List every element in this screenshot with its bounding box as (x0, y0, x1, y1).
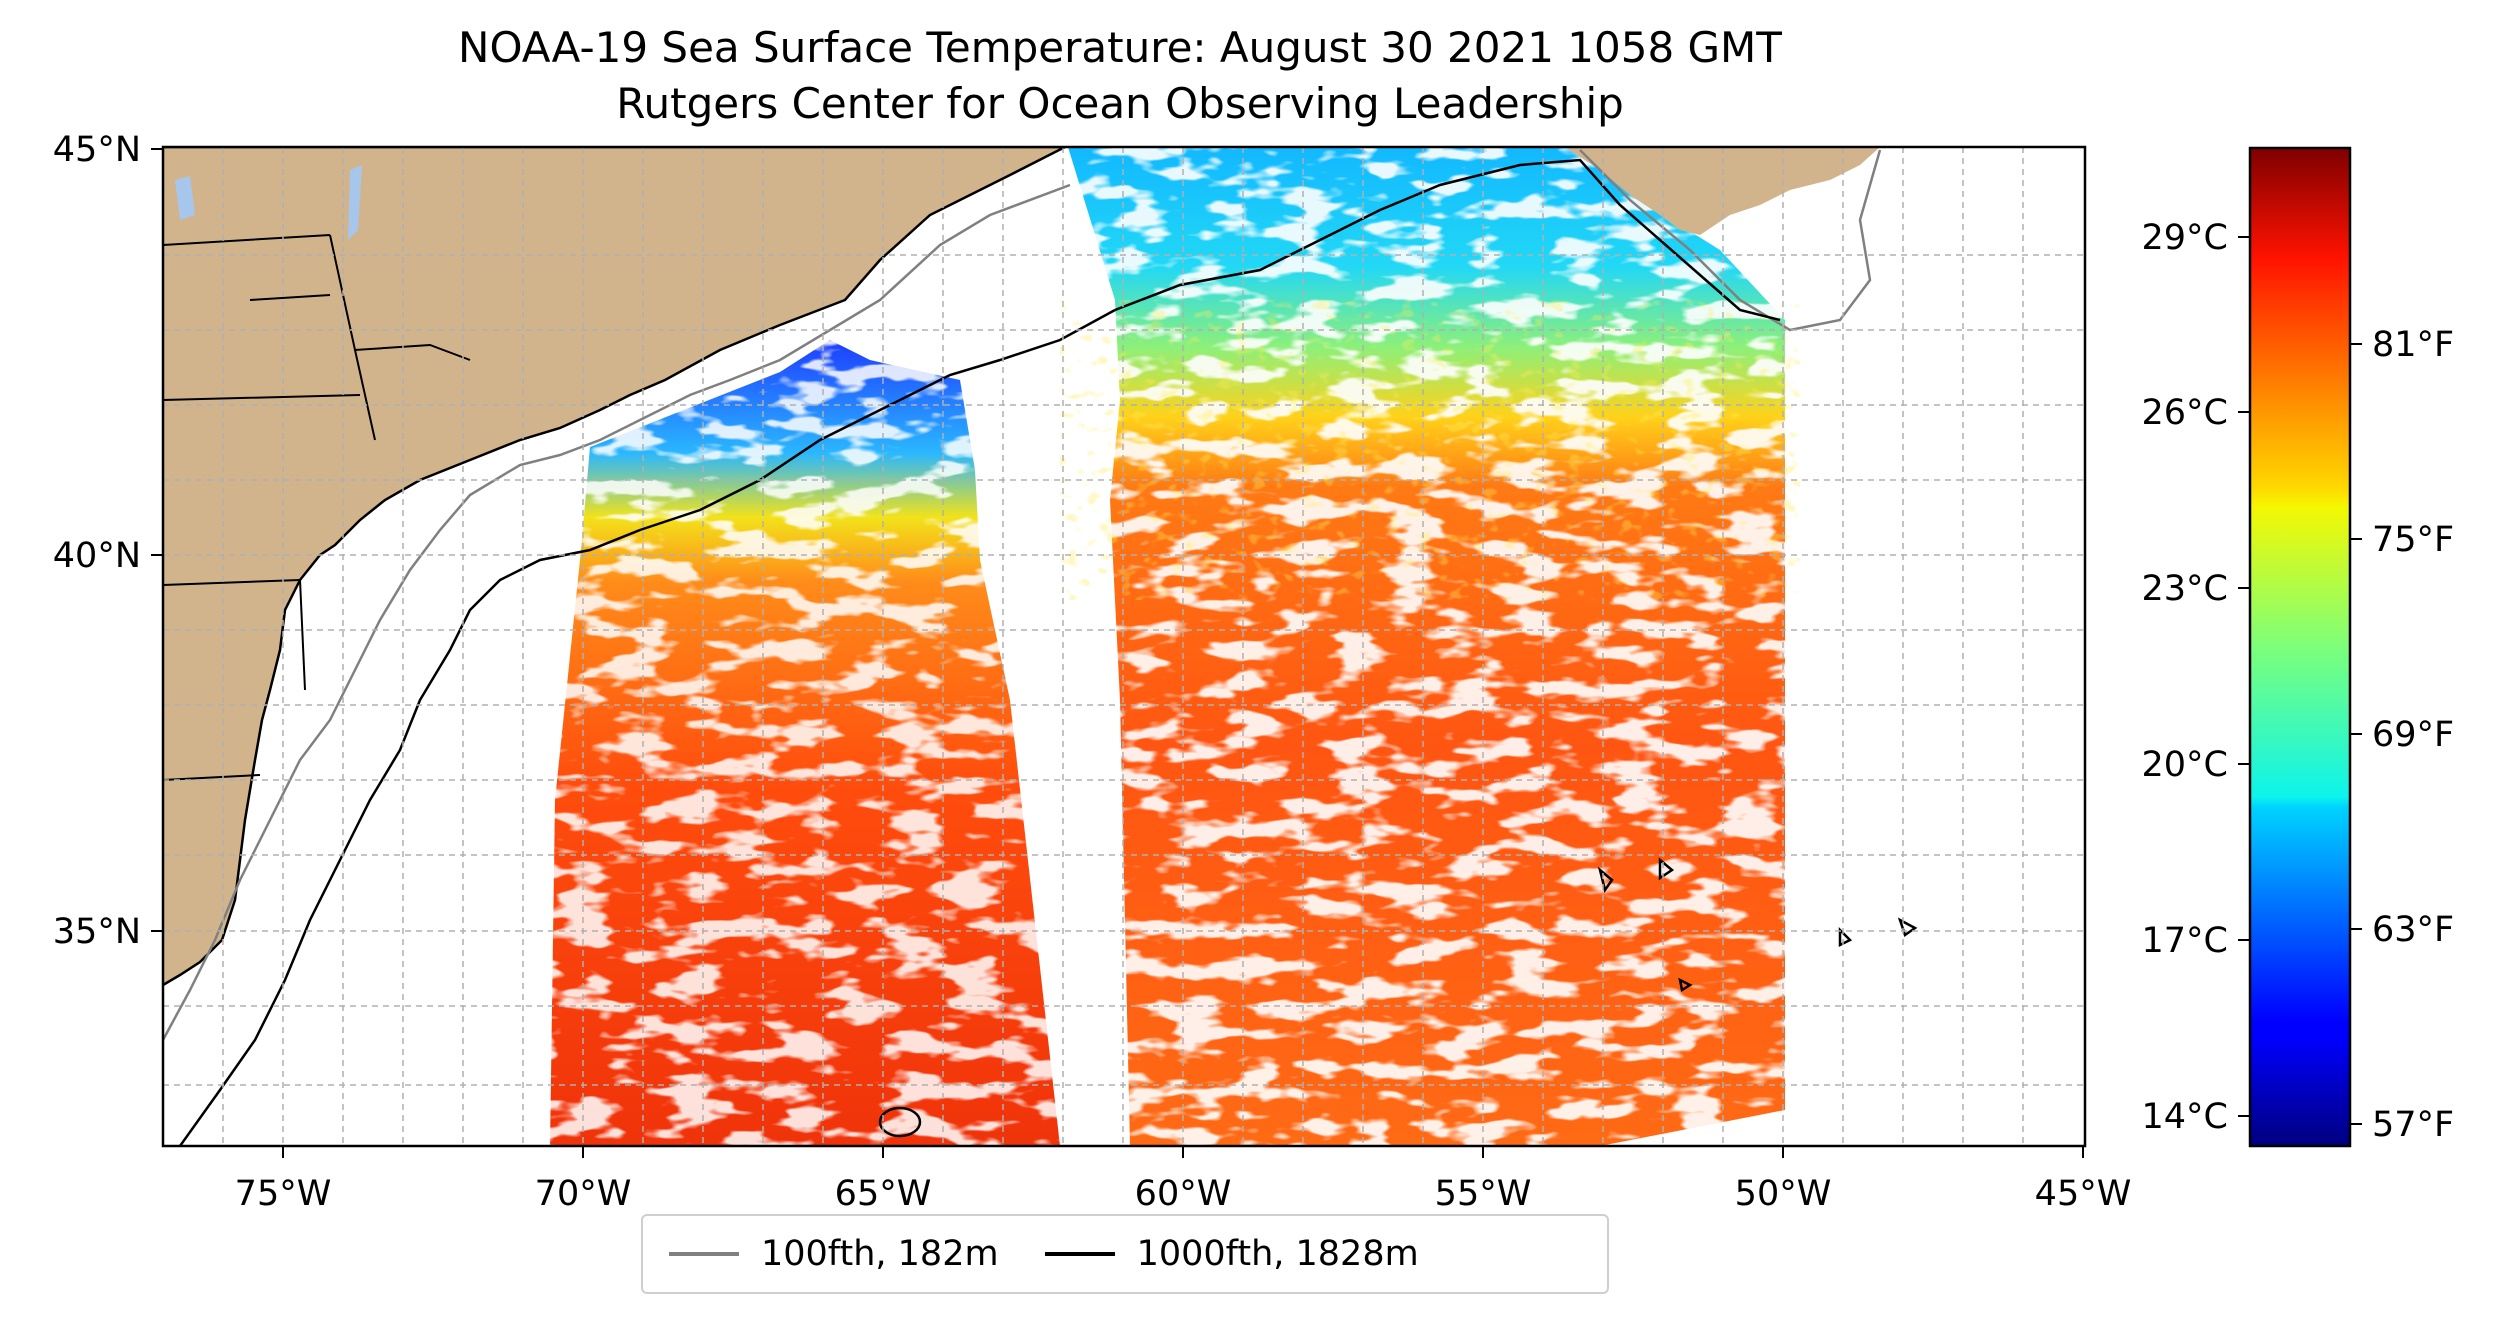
x-tick-label: 75°W (235, 1174, 332, 1214)
x-tick-label: 55°W (1435, 1174, 1532, 1214)
x-tick-label: 45°W (2035, 1174, 2132, 1214)
x-tick-label: 70°W (535, 1174, 632, 1214)
x-axis (282, 1146, 2084, 1158)
chart-title: NOAA-19 Sea Surface Temperature: August … (458, 23, 1782, 72)
legend-label: 1000fth, 1828m (1136, 1234, 1419, 1274)
x-tick-label: 50°W (1735, 1174, 1832, 1214)
x-tick-label: 65°W (835, 1174, 932, 1214)
legend-swatch (1044, 1252, 1115, 1256)
legend-item-1000fth: 1000fth, 1828m (1044, 1234, 1419, 1274)
legend-swatch (669, 1252, 739, 1256)
x-tick-label: 60°W (1135, 1174, 1232, 1214)
y-tick-label: 35°N (53, 912, 141, 952)
contour-1000fth (178, 158, 1918, 1146)
sst-swath-east (1060, 147, 1800, 1146)
legend-item-100fth: 100fth, 182m (669, 1234, 999, 1274)
graticule (163, 147, 2085, 1146)
map-frame (161, 145, 2087, 1148)
chart-subtitle: Rutgers Center for Ocean Observing Leade… (616, 79, 1624, 128)
y-tick-label: 45°N (53, 130, 141, 170)
y-tick-label: 40°N (53, 536, 141, 576)
y-axis (151, 148, 163, 932)
legend: 100fth, 182m 1000fth, 1828m (641, 1214, 1609, 1294)
legend-label: 100fth, 182m (761, 1234, 999, 1274)
sst-swath-west (540, 330, 1080, 1146)
